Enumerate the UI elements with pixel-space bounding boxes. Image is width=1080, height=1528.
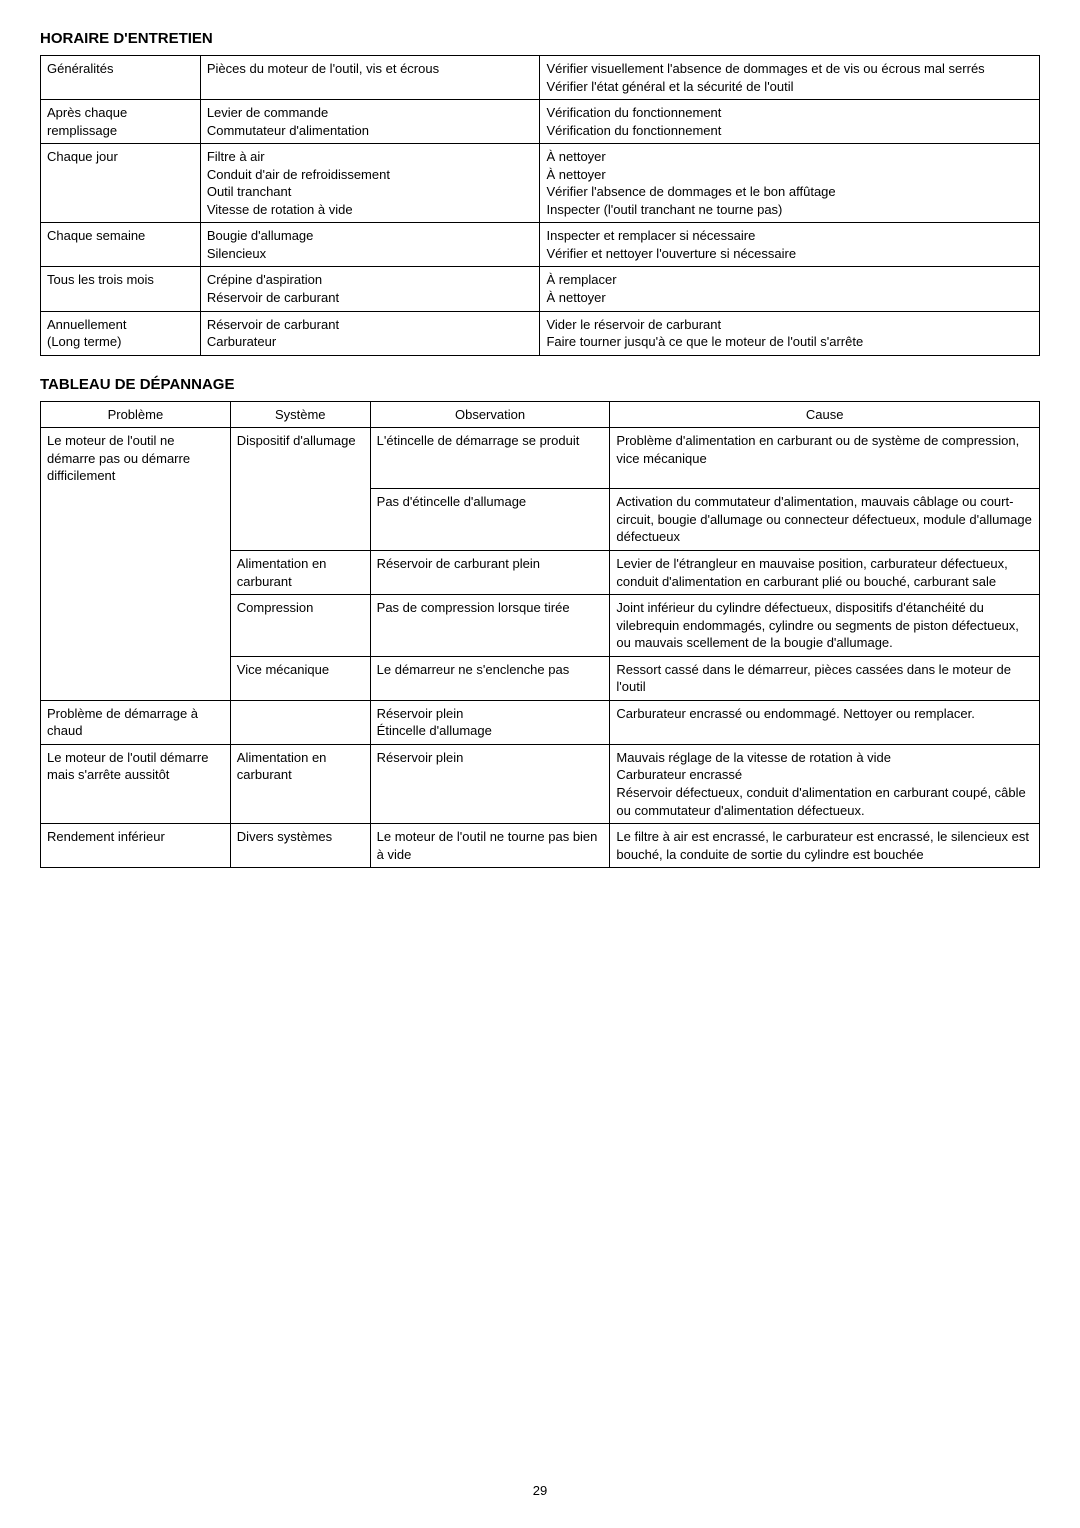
action-cell: Inspecter et remplacer si nécessaireVéri…	[540, 223, 1040, 267]
observation-cell: Le moteur de l'outil ne tourne pas bien …	[370, 824, 610, 868]
table-row: Vice mécaniqueLe démarreur ne s'enclench…	[41, 656, 1040, 700]
table-row: Pas d'étincelle d'allumageActivation du …	[41, 489, 1040, 551]
table-row: Chaque semaineBougie d'allumageSilencieu…	[41, 223, 1040, 267]
table-row: Chaque jourFiltre à airConduit d'air de …	[41, 144, 1040, 223]
problem-cell: Rendement inférieur	[41, 824, 231, 868]
maintenance-schedule-table: GénéralitésPièces du moteur de l'outil, …	[40, 55, 1040, 356]
cause-cell: Joint inférieur du cylindre défectueux, …	[610, 595, 1040, 657]
troubleshooting-table: Problème Système Observation Cause Le mo…	[40, 401, 1040, 869]
table-row: Problème de démarrage à chaud Réservoir p…	[41, 700, 1040, 744]
cause-cell: Ressort cassé dans le démarreur, pièces …	[610, 656, 1040, 700]
cause-cell: Activation du commutateur d'alimentation…	[610, 489, 1040, 551]
col-cause: Cause	[610, 401, 1040, 428]
problem-cell: Problème de démarrage à chaud	[41, 700, 231, 744]
cause-cell: Levier de l'étrangleur en mauvaise posit…	[610, 550, 1040, 594]
action-cell: Vider le réservoir de carburantFaire tou…	[540, 311, 1040, 355]
system-cell: Vice mécanique	[230, 656, 370, 700]
system-cell	[230, 489, 370, 551]
cause-cell: Carburateur encrassé ou endommagé. Netto…	[610, 700, 1040, 744]
observation-cell: Pas d'étincelle d'allumage	[370, 489, 610, 551]
action-cell: À nettoyerÀ nettoyerVérifier l'absence d…	[540, 144, 1040, 223]
table-row: GénéralitésPièces du moteur de l'outil, …	[41, 56, 1040, 100]
problem-cell	[41, 656, 231, 700]
table-row: Annuellement(Long terme)Réservoir de car…	[41, 311, 1040, 355]
interval-cell: Après chaque remplissage	[41, 100, 201, 144]
table-row: Le moteur de l'outil démarre mais s'arrê…	[41, 744, 1040, 823]
observation-cell: Réservoir de carburant plein	[370, 550, 610, 594]
cause-cell: Le filtre à air est encrassé, le carbura…	[610, 824, 1040, 868]
troubleshooting-heading: TABLEAU DE DÉPANNAGE	[40, 376, 1040, 393]
col-observation: Observation	[370, 401, 610, 428]
system-cell	[230, 700, 370, 744]
table-row: CompressionPas de compression lorsque ti…	[41, 595, 1040, 657]
problem-cell	[41, 550, 231, 594]
system-cell: Alimentation en carburant	[230, 744, 370, 823]
interval-cell: Tous les trois mois	[41, 267, 201, 311]
item-cell: Bougie d'allumageSilencieux	[200, 223, 540, 267]
problem-cell	[41, 489, 231, 551]
observation-cell: Le démarreur ne s'enclenche pas	[370, 656, 610, 700]
problem-cell	[41, 595, 231, 657]
interval-cell: Chaque jour	[41, 144, 201, 223]
item-cell: Crépine d'aspirationRéservoir de carbura…	[200, 267, 540, 311]
system-cell: Compression	[230, 595, 370, 657]
item-cell: Filtre à airConduit d'air de refroidisse…	[200, 144, 540, 223]
action-cell: Vérifier visuellement l'absence de domma…	[540, 56, 1040, 100]
interval-cell: Annuellement(Long terme)	[41, 311, 201, 355]
col-problem: Problème	[41, 401, 231, 428]
action-cell: Vérification du fonctionnementVérificati…	[540, 100, 1040, 144]
cause-cell: Mauvais réglage de la vitesse de rotatio…	[610, 744, 1040, 823]
action-cell: À remplacerÀ nettoyer	[540, 267, 1040, 311]
table-row: Le moteur de l'outil ne démarre pas ou d…	[41, 428, 1040, 489]
observation-cell: Réservoir pleinÉtincelle d'allumage	[370, 700, 610, 744]
observation-cell: L'étincelle de démarrage se produit	[370, 428, 610, 489]
interval-cell: Généralités	[41, 56, 201, 100]
system-cell: Alimentation en carburant	[230, 550, 370, 594]
page-number: 29	[533, 1483, 547, 1498]
item-cell: Levier de commandeCommutateur d'alimenta…	[200, 100, 540, 144]
table-row: Après chaque remplissageLevier de comman…	[41, 100, 1040, 144]
table-row: Tous les trois moisCrépine d'aspirationR…	[41, 267, 1040, 311]
cause-cell: Problème d'alimentation en carburant ou …	[610, 428, 1040, 489]
maintenance-schedule-heading: HORAIRE D'ENTRETIEN	[40, 30, 1040, 47]
observation-cell: Pas de compression lorsque tirée	[370, 595, 610, 657]
interval-cell: Chaque semaine	[41, 223, 201, 267]
problem-cell: Le moteur de l'outil ne démarre pas ou d…	[41, 428, 231, 489]
item-cell: Réservoir de carburantCarburateur	[200, 311, 540, 355]
problem-cell: Le moteur de l'outil démarre mais s'arrê…	[41, 744, 231, 823]
col-system: Système	[230, 401, 370, 428]
observation-cell: Réservoir plein	[370, 744, 610, 823]
system-cell: Divers systèmes	[230, 824, 370, 868]
system-cell: Dispositif d'allumage	[230, 428, 370, 489]
item-cell: Pièces du moteur de l'outil, vis et écro…	[200, 56, 540, 100]
table-row: Rendement inférieurDivers systèmesLe mot…	[41, 824, 1040, 868]
table-row: Alimentation en carburantRéservoir de ca…	[41, 550, 1040, 594]
